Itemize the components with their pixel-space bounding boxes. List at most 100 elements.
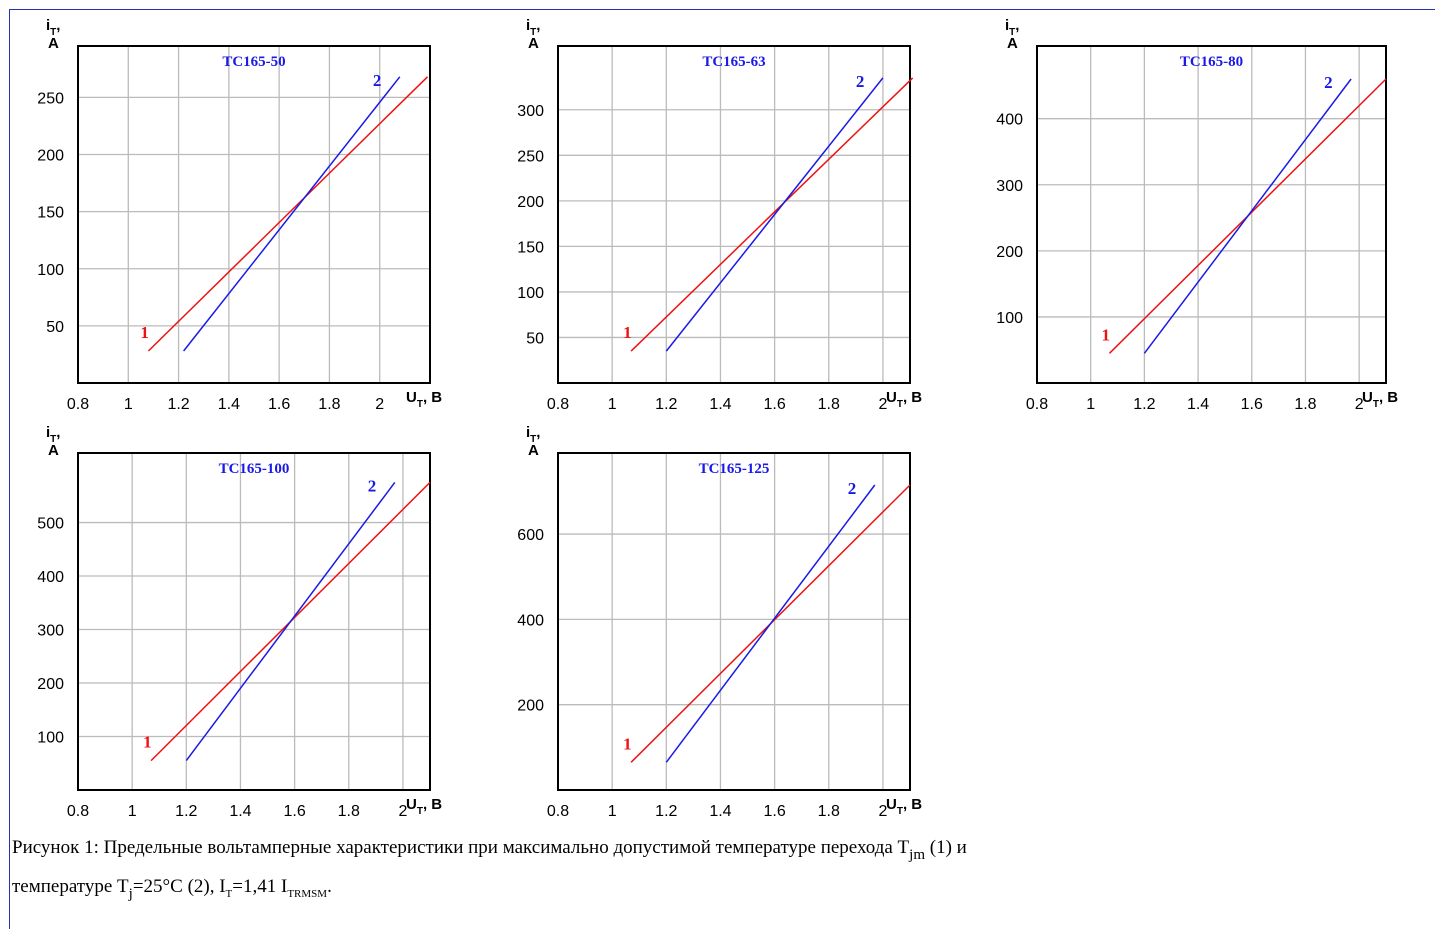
plot-frame [557, 45, 911, 384]
x-tick-label: 2 [1355, 396, 1364, 413]
plot-frame [77, 452, 431, 791]
chart-1: 0.8 1 1.2 1.4 1.6 1.8 2 50 100 150 200 250 iT, A UT, B… [8, 6, 490, 428]
curve-label-1: 1 [623, 734, 632, 753]
x-tick-label: 1.4 [1187, 396, 1209, 413]
x-tick-label: 1.2 [175, 803, 197, 820]
plot-frame [557, 452, 911, 791]
chart-svg: 0.8 1 1.2 1.4 1.6 1.8 250100150200250300iT,AUT… [517, 17, 922, 413]
chart-title: ТС165-63 [702, 54, 765, 70]
y-tick-label: 200 [37, 676, 64, 693]
y-tick-label: 100 [37, 262, 64, 279]
x-tick-label: 1.8 [818, 803, 840, 820]
x-tick-label: 1.4 [229, 803, 251, 820]
y-tick-label: 500 [37, 516, 64, 533]
x-tick-label: 1.6 [268, 396, 290, 413]
x-tick-label: 1 [1086, 396, 1095, 413]
x-tick-label: 2 [878, 803, 887, 820]
chart-svg: 0.8 1 1.2 1.4 1.6 1.8 2 100 200 300 400 500 iT,A UT, … [37, 424, 442, 820]
curve-label-2: 2 [368, 476, 377, 495]
x-tick-label: 1.6 [763, 803, 785, 820]
series-line-1 [147, 76, 429, 352]
y-tick-label: 50 [46, 319, 64, 336]
x-tick-label: 2 [398, 803, 407, 820]
caption-text-4: =25°C (2), I [132, 876, 226, 897]
y-tick-label: 200 [517, 698, 544, 715]
x-axis-label: UT, B [886, 796, 922, 817]
x-axis-label: UT, B [406, 796, 442, 817]
x-tick-label: 1 [608, 803, 617, 820]
y-tick-label: 100 [996, 310, 1023, 327]
y-tick-label: 100 [517, 285, 544, 302]
caption-text-3: температуре T [12, 876, 129, 897]
y-axis-label: iT, [526, 17, 540, 38]
caption-sub-jm: jm [909, 847, 925, 863]
series-line-1 [630, 77, 914, 352]
y-axis-unit: A [48, 442, 59, 459]
y-tick-label: 200 [996, 244, 1023, 261]
chart-svg: 0.8 1 1.2 1.4 1.6 1.8 2 200 400 600 iT,A UT, B ТС165… [517, 424, 922, 820]
x-axis-label: UT, B [886, 389, 922, 410]
y-tick-label: 50 [526, 330, 544, 347]
x-tick-label: 1.6 [1241, 396, 1263, 413]
chart-title: ТС165-80 [1180, 54, 1243, 70]
curve-label-2: 2 [373, 71, 382, 90]
x-tick-label: 2 [375, 396, 384, 413]
curve-label-1: 1 [1101, 325, 1110, 344]
chart-5: 0.8 1 1.2 1.4 1.6 1.8 2 200 400 600 iT, A UT, B ТС165… [488, 413, 970, 835]
x-axis-label: UT, B [1362, 389, 1398, 410]
y-tick-label: 300 [996, 178, 1023, 195]
x-tick-label: 1.8 [318, 396, 340, 413]
y-tick-label: 600 [517, 527, 544, 544]
y-tick-label: 150 [517, 239, 544, 256]
x-tick-label: 0.8 [547, 396, 569, 413]
chart-4: 0.8 1 1.2 1.4 1.6 1.8 2 100 200 300 400 500 iT, A UT, … [8, 413, 490, 835]
x-tick-label: 1.8 [338, 803, 360, 820]
chart-svg: 0.8 1 1.2 1.4 1.6 1.8 2 100 200 300 400 iT,A UT, B ТС… [996, 17, 1398, 413]
x-axis-label: UT, B [406, 389, 442, 410]
x-tick-label: 1.6 [763, 396, 785, 413]
chart-2: 0.8 1 1.2 1.4 1.6 1.8 2 50 100 150 200 250 300 iT, A UT… [488, 6, 970, 428]
y-tick-label: 400 [517, 612, 544, 629]
x-tick-label: 1.8 [1294, 396, 1316, 413]
caption-text-5: =1,41 I [232, 876, 288, 897]
plot-frame [77, 45, 431, 384]
figure-frame [9, 9, 1435, 929]
series-line-2 [665, 77, 884, 352]
y-axis-unit: A [1007, 35, 1018, 52]
y-tick-label: 400 [996, 112, 1023, 129]
series-line-2 [1143, 78, 1352, 354]
chart-title: ТС165-125 [699, 461, 770, 477]
chart-title: ТС165-100 [219, 461, 290, 477]
caption-sub-t: T [225, 888, 233, 900]
x-tick-label: 1 [128, 803, 137, 820]
y-axis-label: iT, [1005, 17, 1019, 38]
y-axis-unit: A [528, 442, 539, 459]
x-tick-label: 1 [124, 396, 133, 413]
caption-text-1: Рисунок 1: Предельные вольтамперные хара… [12, 837, 910, 858]
y-axis-unit: A [528, 35, 539, 52]
x-tick-label: 1.2 [655, 803, 677, 820]
y-axis-label: iT, [46, 17, 60, 38]
x-tick-label: 1.4 [218, 396, 240, 413]
x-tick-label: 1.2 [167, 396, 189, 413]
chart-title: ТС165-50 [222, 54, 285, 70]
y-axis-unit: A [48, 35, 59, 52]
x-tick-label: 0.8 [67, 396, 89, 413]
curve-label-1: 1 [623, 323, 632, 342]
x-tick-label: 1 [608, 396, 617, 413]
caption-sub-j: j [128, 886, 133, 902]
y-tick-label: 250 [517, 148, 544, 165]
y-tick-label: 200 [37, 148, 64, 165]
x-tick-label: 1.2 [655, 396, 677, 413]
plot-frame [1036, 45, 1387, 384]
y-tick-label: 150 [37, 205, 64, 222]
series-line-2 [665, 484, 876, 763]
y-axis-label: iT, [46, 424, 60, 445]
curve-label-2: 2 [856, 72, 865, 91]
y-tick-label: 300 [517, 103, 544, 120]
curve-label-2: 2 [1324, 73, 1333, 92]
x-tick-label: 1.6 [283, 803, 305, 820]
x-tick-label: 0.8 [1026, 396, 1048, 413]
y-tick-label: 250 [37, 90, 64, 107]
